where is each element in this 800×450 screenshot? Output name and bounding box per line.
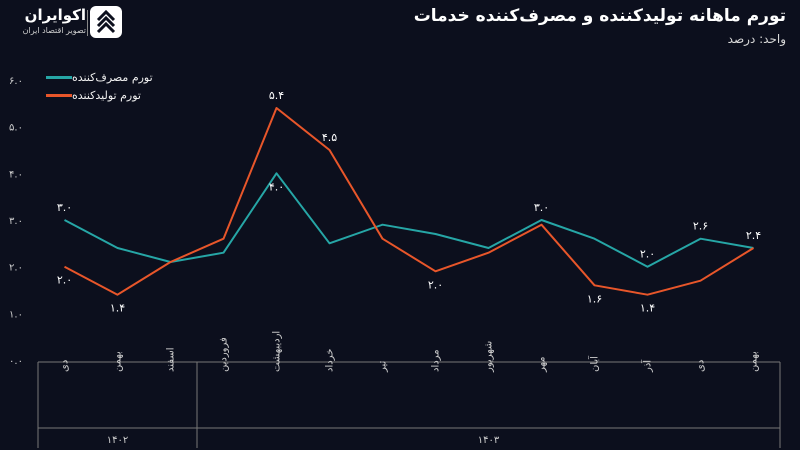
logo: اکوایران تصویر اقتصاد ایران [12, 6, 122, 40]
data-label: ۱.۶ [587, 292, 602, 305]
year-label: ۱۴۰۳ [478, 435, 500, 446]
data-label: ۵.۴ [269, 89, 284, 102]
logo-separator [87, 10, 88, 36]
legend-item-producer: تورم تولیدکننده [40, 86, 180, 104]
y-tick-label: ۳.۰ [9, 216, 23, 227]
x-tick-label: بهمن [113, 351, 124, 372]
x-tick-label: خرداد [325, 349, 336, 372]
x-tick-label: دی [696, 360, 707, 372]
ecoiran-logo-icon [90, 6, 122, 38]
x-tick-label: اردیبهشت [272, 331, 283, 372]
x-tick-label: دی [60, 360, 71, 372]
data-label: ۴.۵ [322, 131, 337, 144]
legend-label-consumer: تورم مصرف‌کننده [72, 70, 153, 84]
x-tick-label: آذر [641, 359, 654, 373]
y-tick-label: ۵.۰ [9, 123, 23, 134]
x-tick-label: اسفند [166, 348, 177, 372]
data-label: ۱.۴ [640, 302, 655, 315]
x-tick-label: فروردین [219, 337, 230, 372]
chart-title: تورم ماهانه تولیدکننده و مصرف‌کننده خدما… [413, 6, 786, 26]
x-tick-label: تیر [378, 360, 389, 373]
x-tick-label: مهر [537, 357, 548, 373]
y-tick-label: ۶.۰ [9, 76, 23, 87]
y-tick-label: ۲.۰ [9, 263, 23, 274]
y-tick-label: ۱.۰ [9, 309, 23, 320]
producer-series-line [64, 107, 755, 296]
consumer-series-line [64, 172, 754, 268]
data-label: ۲.۴ [746, 229, 761, 242]
data-label: ۲.۰ [428, 278, 443, 291]
x-tick-label: شهریور [484, 341, 495, 373]
data-label: ۲.۰ [57, 274, 72, 287]
data-label: ۳.۰ [57, 201, 72, 214]
legend-swatch-consumer [46, 75, 72, 79]
x-tick-label: آبان [588, 355, 601, 372]
legend: تورم مصرف‌کننده تورم تولیدکننده [40, 68, 180, 104]
data-label: ۲.۰ [640, 248, 655, 261]
x-tick-label: بهمن [749, 351, 760, 372]
legend-label-producer: تورم تولیدکننده [72, 88, 141, 102]
data-label: ۱.۴ [110, 302, 125, 315]
data-label: ۳.۰ [534, 201, 549, 214]
legend-swatch-producer [46, 93, 72, 97]
x-tick-label: مرداد [431, 349, 442, 372]
data-label: ۴.۰ [269, 180, 284, 193]
y-tick-label: ۴.۰ [9, 169, 23, 180]
legend-item-consumer: تورم مصرف‌کننده [40, 68, 180, 86]
y-tick-label: ۰.۰ [9, 356, 23, 367]
year-label: ۱۴۰۲ [107, 435, 128, 446]
logo-name: اکوایران [24, 6, 86, 24]
data-label: ۲.۶ [693, 220, 708, 233]
logo-tagline: تصویر اقتصاد ایران [22, 26, 86, 35]
unit-label: واحد: درصد [727, 32, 786, 46]
